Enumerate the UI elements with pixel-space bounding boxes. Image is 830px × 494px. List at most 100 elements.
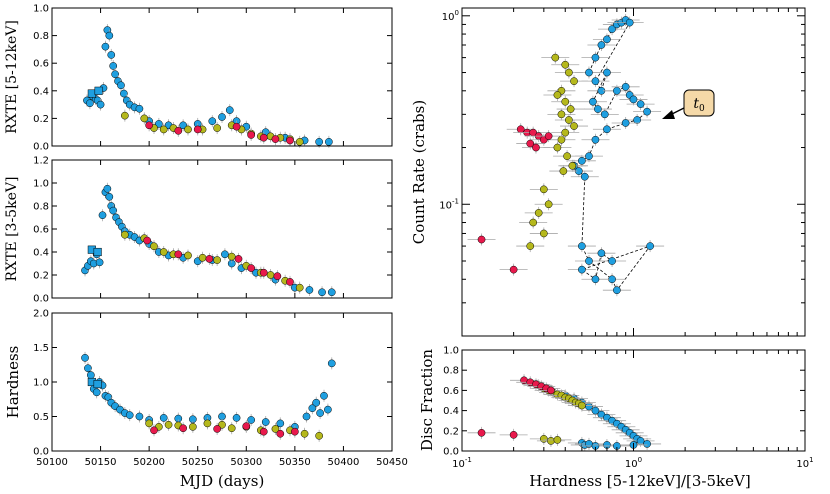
t0-label-box xyxy=(683,89,715,117)
data-point-blue xyxy=(221,250,229,259)
ytick-label: 100 xyxy=(442,9,459,23)
data-point-blue xyxy=(208,117,217,126)
ytick-label: 0.5 xyxy=(33,412,49,423)
data-point-yellow xyxy=(184,251,192,260)
data-point-red xyxy=(477,428,486,437)
ytick-label: 1.0 xyxy=(443,346,459,357)
data-point-yellow xyxy=(561,97,570,106)
data-point-red xyxy=(213,425,221,433)
data-point-yellow xyxy=(227,252,236,261)
data-point-blue xyxy=(621,82,630,91)
data-point-red xyxy=(193,125,202,134)
panel-hid: 10-1 100 Count Rate (crabs) t0 xyxy=(410,7,806,337)
data-point-blue xyxy=(327,359,336,368)
data-point-yellow xyxy=(213,124,221,132)
hardness-xlabel: Hardness [5-12keV]/[3-5keV] xyxy=(529,472,750,490)
xtick-label: 50150 xyxy=(85,457,117,468)
ytick-label: 0.8 xyxy=(33,31,49,42)
data-point-yellow xyxy=(315,431,323,440)
data-point-blue xyxy=(591,406,600,415)
data-point-yellow xyxy=(553,91,562,99)
ytick-label: 0.2 xyxy=(443,426,459,437)
t0-annotation: t0 xyxy=(662,89,715,119)
ytick-label: 0.8 xyxy=(443,366,459,377)
data-point-red xyxy=(247,264,255,272)
ytick-label: 0.6 xyxy=(443,386,459,397)
ytick-label: 0.4 xyxy=(443,406,459,417)
ytick-label: 0.0 xyxy=(33,294,49,305)
data-point-yellow xyxy=(266,271,275,279)
panel-hid-frame xyxy=(461,7,806,337)
ytick-label: 0.6 xyxy=(33,225,49,236)
data-point-yellow xyxy=(121,111,129,120)
mjd-xlabel: MJD (days) xyxy=(180,472,265,490)
data-point-blue xyxy=(578,156,586,165)
data-point-yellow xyxy=(565,116,573,124)
data-point-blue xyxy=(101,42,110,51)
data-point-red xyxy=(174,126,183,135)
xtick-label: 50350 xyxy=(279,457,311,468)
data-point-yellow xyxy=(557,135,566,144)
data-point-yellow xyxy=(551,53,560,62)
data-point-red xyxy=(205,255,214,263)
data-point-blue xyxy=(608,275,616,284)
data-point-blue xyxy=(603,68,611,77)
panel-rxte-hard-frame xyxy=(51,7,393,147)
data-point-blue xyxy=(135,104,144,113)
data-point-blue xyxy=(625,18,634,27)
data-point-blue xyxy=(312,398,321,407)
data-point-blue xyxy=(232,414,241,422)
ytick-label: 1.0 xyxy=(33,179,49,190)
data-point-yellow xyxy=(539,185,548,194)
panel-hardness-time: 0.0 0.5 1.0 1.5 2.0 50100 50150 50200 50250 50300… xyxy=(4,309,408,491)
data-point-blue xyxy=(643,440,651,448)
data-point-yellow xyxy=(295,138,304,146)
data-point-red xyxy=(532,143,540,152)
xtick-label: 50450 xyxy=(376,457,408,468)
data-point-blue xyxy=(107,51,116,59)
data-point-yellow xyxy=(566,105,575,113)
data-point-blue xyxy=(621,119,630,127)
data-point-blue xyxy=(578,242,586,250)
data-point-red xyxy=(547,386,555,395)
data-point-blue xyxy=(276,419,285,428)
panel-rxte-soft: 0.0 0.2 0.4 0.6 0.8 1.0 1.2 RXTE [3-5keV] xyxy=(4,156,393,305)
ytick-label: 0.0 xyxy=(33,142,49,153)
data-point-blue xyxy=(84,364,92,373)
data-point-red xyxy=(143,236,152,245)
data-point-blue xyxy=(105,192,114,201)
data-point-yellow xyxy=(198,253,207,262)
t0-arrow-head xyxy=(662,110,675,119)
data-point-blue xyxy=(316,409,324,417)
data-point-blue xyxy=(111,70,119,79)
data-point-blue xyxy=(218,113,226,121)
data-point-blue xyxy=(225,106,234,114)
data-point-square xyxy=(93,247,102,257)
data-point-blue xyxy=(315,138,323,146)
data-point-red xyxy=(259,133,268,142)
data-point-blue xyxy=(629,95,638,104)
ytick-label: 2.0 xyxy=(33,309,49,320)
data-point-blue xyxy=(95,258,104,267)
xtick-label: 50100 xyxy=(36,457,68,468)
data-point-blue xyxy=(120,89,128,98)
data-point-red xyxy=(174,250,183,259)
data-point-blue xyxy=(135,412,144,421)
data-point-blue xyxy=(608,257,616,265)
data-point-yellow xyxy=(563,152,571,161)
data-point-blue xyxy=(585,68,593,77)
data-point-red xyxy=(273,272,282,280)
data-point-blue xyxy=(613,86,621,95)
data-point-yellow xyxy=(578,401,586,410)
ytick-label: 0.2 xyxy=(33,114,49,125)
data-point-blue xyxy=(597,41,606,49)
data-point-red xyxy=(509,265,518,274)
data-point-blue xyxy=(589,97,597,106)
data-point-blue xyxy=(302,412,311,421)
xtick-label: 50250 xyxy=(182,457,214,468)
data-point-blue xyxy=(320,391,328,400)
data-point-blue xyxy=(318,288,326,297)
data-point-yellow xyxy=(553,436,562,444)
data-point-red xyxy=(242,422,251,431)
